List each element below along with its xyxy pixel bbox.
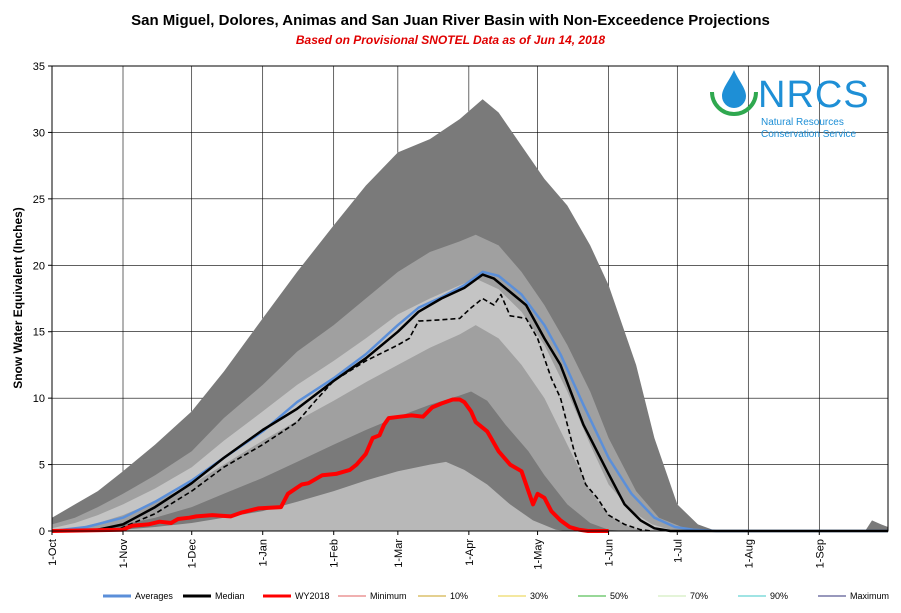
legend-label: Median (215, 591, 245, 601)
legend-label: 90% (770, 591, 788, 601)
legend-label: 10% (450, 591, 468, 601)
band-10pct (52, 391, 888, 531)
y-tick-label: 15 (33, 327, 45, 339)
x-tick-label: 1-May (533, 539, 545, 570)
series-lines (51, 65, 889, 533)
chart-title: San Miguel, Dolores, Animas and San Juan… (131, 12, 770, 29)
legend-label: 50% (610, 591, 628, 601)
x-tick-label: 1-Nov (118, 539, 130, 569)
y-tick-label: 10 (33, 393, 45, 405)
plot-frame (51, 65, 889, 532)
x-tick-label: 1-Apr (464, 539, 476, 566)
x-tick-label: 1-Dec (187, 539, 199, 569)
y-tick-label: 0 (39, 526, 45, 538)
y-tick-label: 35 (33, 61, 45, 73)
y-tick-label: 25 (33, 194, 45, 206)
nrcs-logo: NRCS Natural Resources Conservation Serv… (710, 70, 870, 140)
series-median (51, 273, 888, 533)
legend-label: 30% (530, 591, 548, 601)
series-averages (51, 270, 888, 533)
x-tick-label: 1-Oct (47, 539, 59, 566)
logo-subtitle-line1: Natural Resources (761, 117, 844, 128)
legend-label: Maximum (850, 591, 889, 601)
y-tick-label: 30 (33, 127, 45, 139)
chart-subtitle: Based on Provisional SNOTEL Data as of J… (295, 33, 606, 47)
legend-label: WY2018 (295, 591, 330, 601)
y-tick-label: 20 (33, 260, 45, 272)
logo-swoosh-icon (710, 91, 758, 116)
y-axis-label: Snow Water Equivalent (Inches) (11, 207, 25, 389)
x-tick-label: 1-Jun (604, 539, 616, 567)
legend-label: Minimum (370, 591, 407, 601)
x-tick-label: 1-Aug (743, 539, 755, 568)
x-axis: 1-Oct 1-Nov 1-Dec 1-Jan 1-Feb 1-Mar 1-Apr 1-May… (47, 531, 826, 570)
legend-label: Averages (135, 591, 173, 601)
series-median-projection (120, 293, 653, 532)
logo-name: NRCS (758, 74, 870, 116)
y-tick-label: 5 (39, 460, 45, 472)
legend-label: 70% (690, 591, 708, 601)
x-tick-label: 1-Feb (329, 539, 341, 568)
x-tick-label: 1-Jan (258, 539, 270, 567)
band-minimum (52, 461, 888, 531)
water-drop-icon (722, 70, 746, 108)
series-wy2018 (51, 397, 609, 533)
x-tick-label: 1-Jul (672, 539, 684, 563)
x-tick-label: 1-Sep (814, 539, 826, 568)
legend: Averages Median WY2018 Minimum 10% 30% 50% 70% 9… (103, 591, 889, 601)
y-axis: 0 5 10 15 20 25 30 35 (33, 61, 52, 538)
logo-subtitle-line2: Conservation Service (761, 129, 856, 140)
x-tick-label: 1-Mar (393, 539, 405, 568)
percentile-bands (52, 99, 888, 531)
